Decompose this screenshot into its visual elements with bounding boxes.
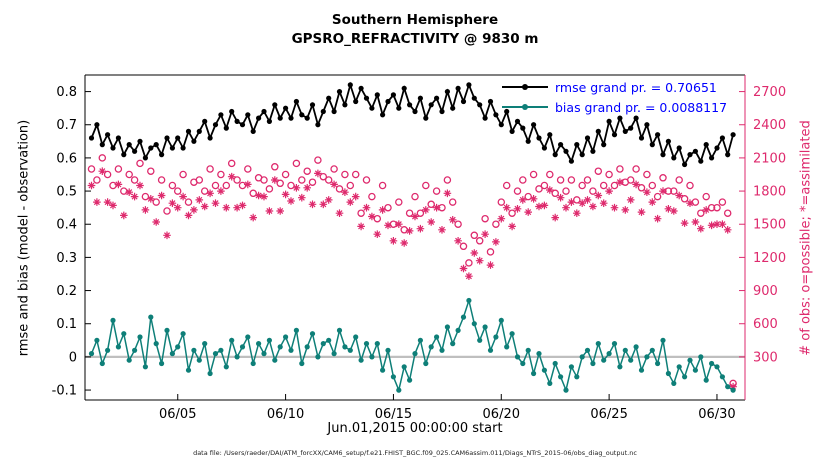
svg-text:0.7: 0.7 [56, 118, 77, 133]
svg-text:1200: 1200 [753, 251, 786, 266]
y-axis-right: 2700 2400 2100 1800 1500 1200 900 600 300 [739, 85, 786, 365]
svg-text:1800: 1800 [753, 185, 786, 200]
svg-text:06/10: 06/10 [267, 407, 304, 422]
svg-text:0.6: 0.6 [56, 151, 77, 166]
legend-entry-bias: bias grand pr. = 0.0088117 [502, 99, 728, 115]
y-axis-left-label: rmse and bias (model - observation) [16, 119, 32, 357]
svg-text:1500: 1500 [753, 218, 786, 233]
svg-text:900: 900 [753, 284, 778, 299]
svg-text:600: 600 [753, 317, 778, 332]
legend-label-bias: bias grand pr. = 0.0088117 [555, 99, 728, 115]
svg-text:0.2: 0.2 [56, 284, 77, 299]
x-axis: 06/05 06/10 06/15 06/20 06/25 06/30 [159, 394, 736, 422]
svg-text:300: 300 [753, 350, 778, 365]
svg-text:0.8: 0.8 [56, 85, 77, 100]
x-axis-label: Jun.01,2015 00:00:00 start [327, 421, 503, 436]
svg-text:06/05: 06/05 [159, 407, 196, 422]
svg-text:2700: 2700 [753, 85, 786, 100]
svg-text:0.5: 0.5 [56, 185, 77, 200]
svg-text:0.3: 0.3 [56, 251, 77, 266]
svg-text:06/25: 06/25 [590, 407, 627, 422]
legend-label-rmse: rmse grand pr. = 0.70651 [555, 79, 717, 95]
series-rmse [88, 81, 736, 168]
legend-line-sample-rmse [502, 84, 548, 90]
series-bias [88, 297, 736, 393]
svg-text:06/30: 06/30 [698, 407, 735, 422]
svg-text:-0.1: -0.1 [52, 384, 77, 399]
plot-box [84, 74, 746, 401]
svg-text:2400: 2400 [753, 118, 786, 133]
y-axis-right-label: # of obs: o=possible; *=assimilated [798, 120, 814, 356]
series-assimilated [87, 167, 737, 391]
legend-line-sample-bias [502, 104, 548, 110]
svg-text:0.4: 0.4 [56, 218, 77, 233]
svg-text:06/15: 06/15 [375, 407, 412, 422]
legend-entry-rmse: rmse grand pr. = 0.70651 [502, 79, 717, 95]
chart-title: Southern Hemisphere [331, 12, 499, 28]
legend-dot-icon [522, 104, 528, 110]
svg-text:2100: 2100 [753, 151, 786, 166]
chart-subtitle: GPSRO_REFRACTIVITY @ 9830 m [291, 31, 539, 47]
data-file-caption: data file: /Users/raeder/DAI/ATM_forcXX/… [193, 449, 637, 457]
legend-dot-icon [522, 84, 528, 90]
svg-text:0.1: 0.1 [56, 317, 77, 332]
y-axis-left: 0.8 0.7 0.6 0.5 0.4 0.3 0.2 0.1 0 -0.1 [52, 85, 91, 399]
svg-text:0: 0 [69, 350, 77, 365]
svg-text:06/20: 06/20 [483, 407, 520, 422]
